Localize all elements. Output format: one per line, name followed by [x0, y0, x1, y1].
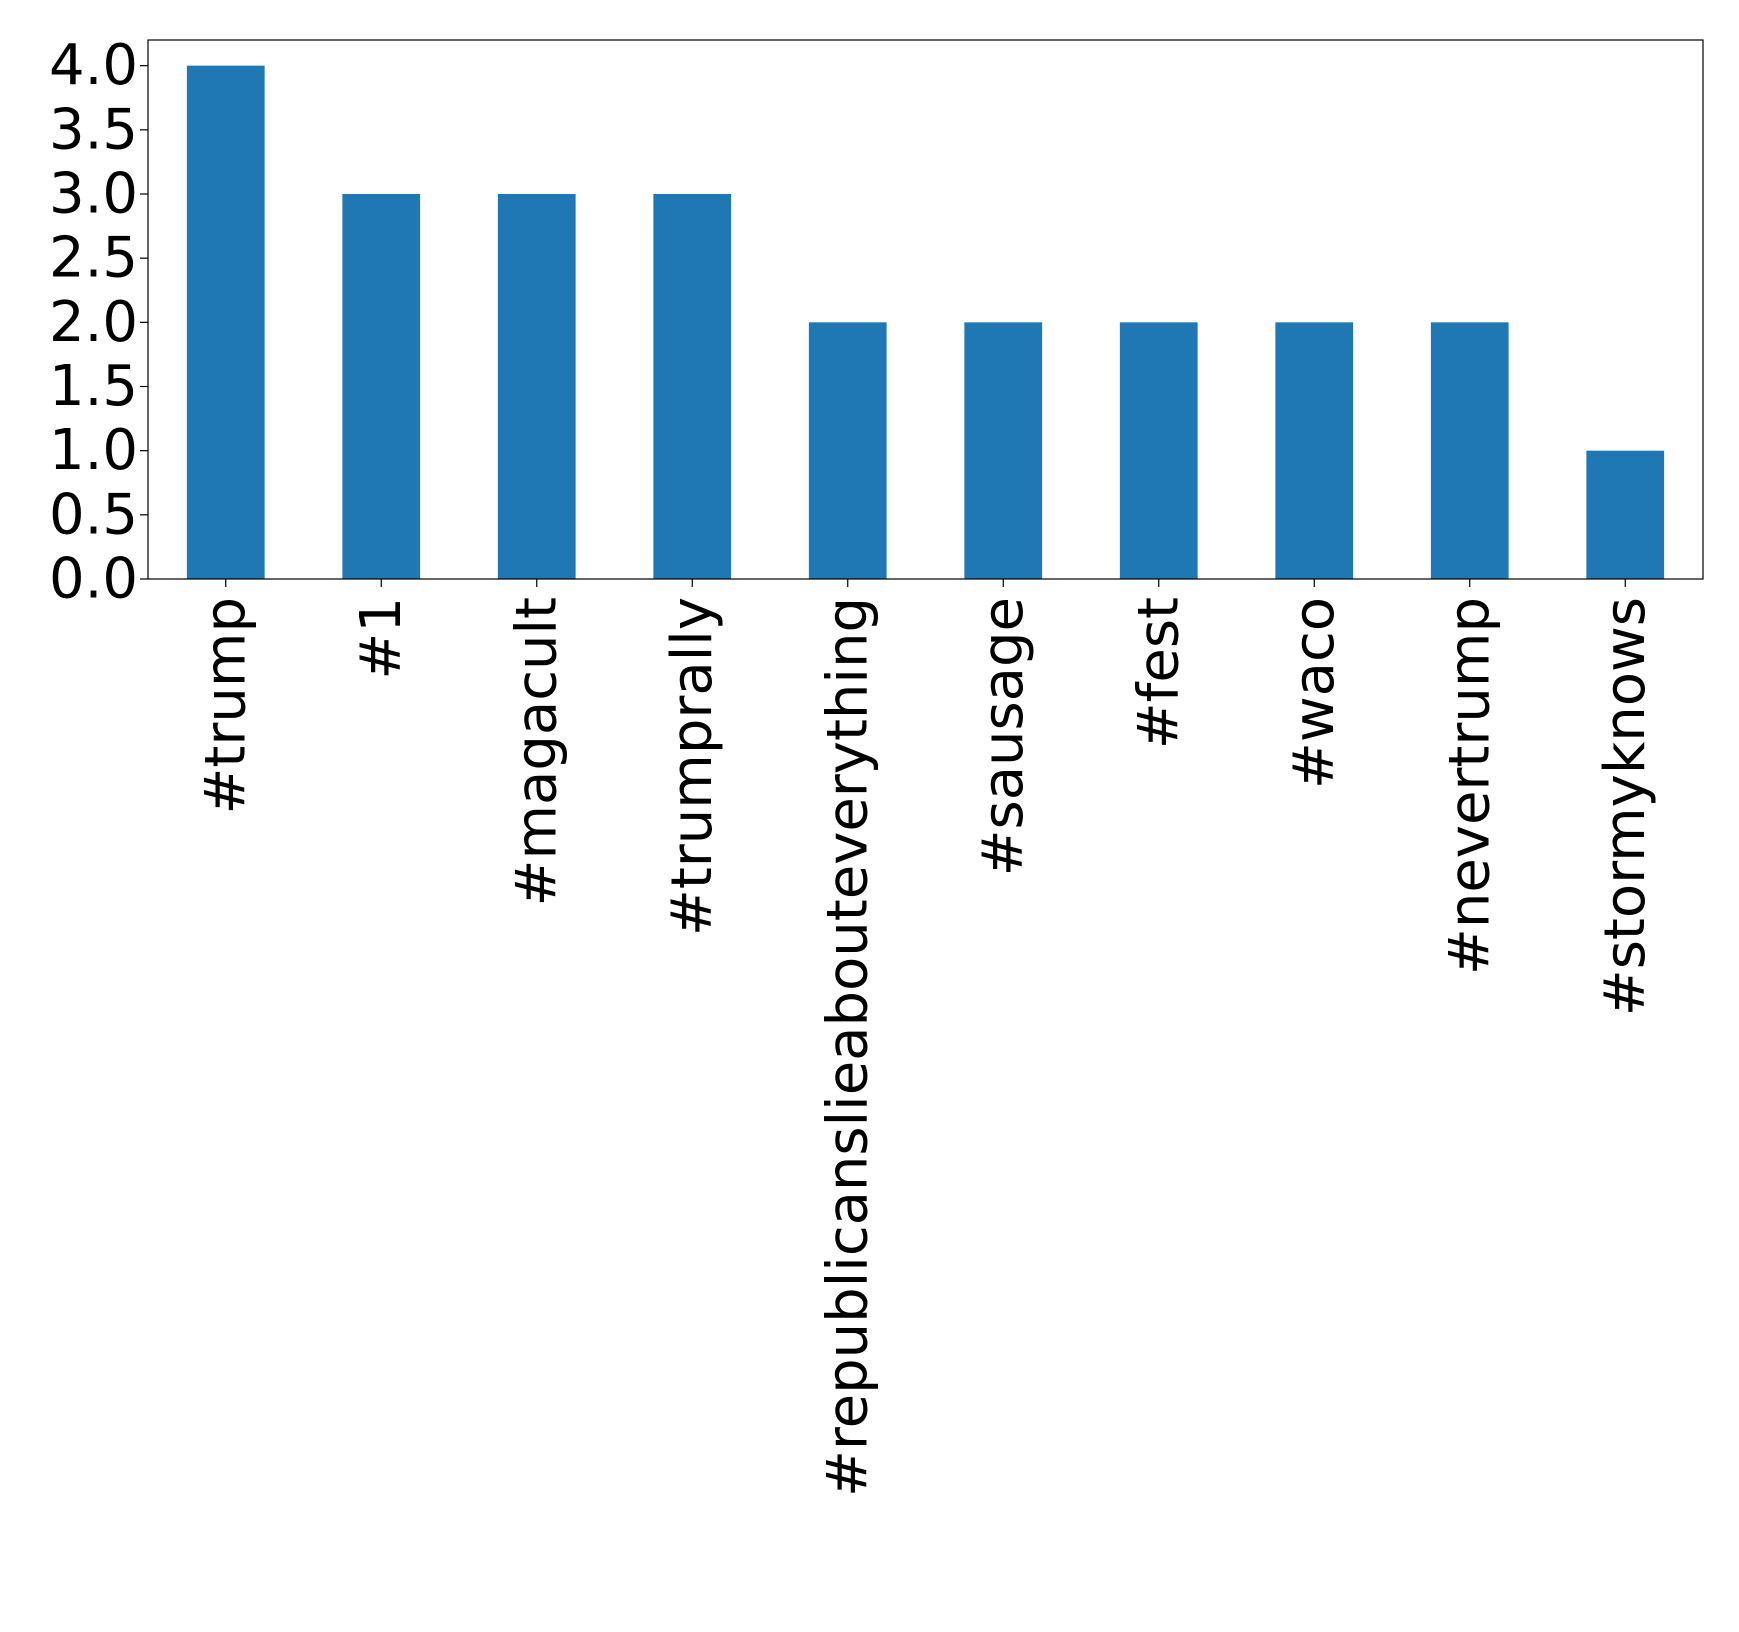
bar [964, 322, 1043, 579]
plot-frame [147, 39, 1704, 580]
x-tick-label: #fest [1126, 597, 1191, 749]
bar [653, 194, 732, 579]
x-tick-label: #trumprally [660, 597, 725, 936]
y-tick-label: 3.0 [49, 162, 138, 227]
x-axis: #trump #1 #magacult #trumprally #republicans… [193, 579, 1658, 1497]
y-tick-label: 1.5 [49, 354, 138, 419]
bar [342, 194, 421, 579]
x-tick-label: #1 [349, 597, 414, 680]
y-tick-label: 2.0 [49, 290, 138, 355]
bar [808, 322, 887, 579]
x-tick-label: #waco [1282, 597, 1347, 789]
bars-group [186, 65, 1665, 579]
x-tick-label: #stormyknows [1593, 597, 1658, 1016]
y-tick-label: 3.5 [49, 97, 138, 162]
x-tick-label: #sausage [971, 597, 1036, 876]
y-tick-label: 0.0 [49, 547, 138, 612]
x-tick-label: #trump [193, 597, 258, 815]
bar [1430, 322, 1509, 579]
x-tick-label: #republicanslieabouteverything [815, 597, 880, 1497]
bar [497, 194, 576, 579]
x-tick-label: #magacult [504, 597, 569, 906]
y-tick-label: 0.5 [49, 482, 138, 547]
y-tick-label: 4.0 [49, 33, 138, 98]
bar [186, 65, 265, 579]
y-tick-label: 2.5 [49, 226, 138, 291]
y-axis: 0.00.51.01.52.02.53.03.54.0 [49, 33, 148, 612]
y-tick-label: 1.0 [49, 418, 138, 483]
bar [1119, 322, 1198, 579]
bar [1275, 322, 1354, 579]
bar [1586, 450, 1665, 579]
x-tick-label: #nevertrump [1437, 597, 1502, 975]
